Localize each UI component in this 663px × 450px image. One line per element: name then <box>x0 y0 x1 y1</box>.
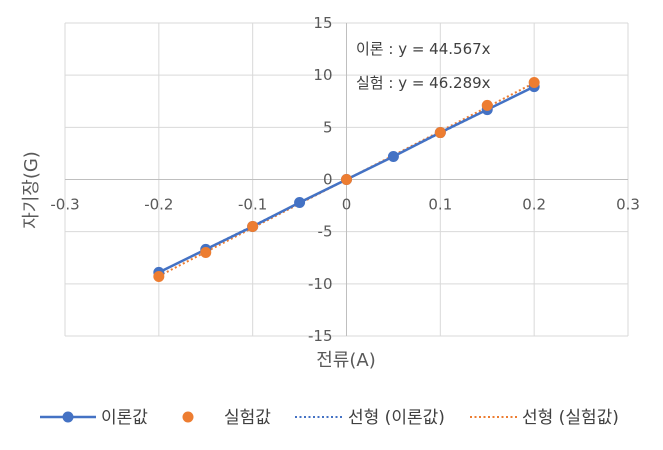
y-tick-label: -5 <box>318 223 333 241</box>
legend-item-theory: 이론값 <box>40 408 148 428</box>
legend: 이론값 실험값 선형 (이론값) 선형 (실험값) <box>40 408 619 428</box>
equation-experiment: 실험 : y = 46.289x <box>356 74 491 92</box>
x-axis-title: 전류(A) <box>316 350 375 371</box>
legend-label-theory: 이론값 <box>101 408 148 428</box>
y-tick-label: -10 <box>308 275 333 293</box>
y-axis-title: 자기장(G) <box>21 151 42 229</box>
legend-label-trend-theory: 선형 (이론값) <box>348 408 445 428</box>
x-tick-label: 0.1 <box>428 196 452 214</box>
equation-annotations: 이론 : y = 44.567x 실험 : y = 46.289x <box>356 40 491 92</box>
legend-item-trend-experiment: 선형 (실험값) <box>470 408 619 428</box>
data-point <box>434 127 446 139</box>
y-tick-label: 15 <box>313 14 332 32</box>
y-tick-label: 5 <box>323 118 333 136</box>
data-point <box>200 247 212 259</box>
x-tick-label: -0.1 <box>238 196 267 214</box>
y-tick-label: 0 <box>323 171 333 189</box>
y-tick-label: -15 <box>308 327 333 345</box>
x-tick-label: 0.2 <box>522 196 546 214</box>
equation-theory: 이론 : y = 44.567x <box>356 40 491 58</box>
x-tick-label: -0.3 <box>50 196 79 214</box>
x-tick-label: 0 <box>342 196 352 214</box>
data-point <box>481 99 493 111</box>
x-tick-label: 0.3 <box>616 196 640 214</box>
data-point <box>341 174 352 185</box>
legend-label-trend-experiment: 선형 (실험값) <box>522 408 619 428</box>
tick-labels: -0.3 -0.2 -0.1 0 0.1 0.2 0.3 15 10 5 0 -5 -10 -15 <box>50 14 640 345</box>
data-point <box>294 196 306 208</box>
trendline-experiment <box>158 82 535 277</box>
x-tick-label: -0.2 <box>144 196 173 214</box>
legend-marker-experiment <box>182 411 194 423</box>
y-tick-label: 10 <box>313 66 332 84</box>
data-point <box>387 151 399 163</box>
legend-item-experiment: 실험값 <box>182 408 271 428</box>
data-point <box>528 76 540 88</box>
legend-item-trend-theory: 선형 (이론값) <box>295 408 445 428</box>
legend-label-experiment: 실험값 <box>224 408 271 428</box>
trendlines <box>158 82 535 277</box>
legend-marker-theory <box>62 411 74 423</box>
data-point <box>153 271 165 283</box>
data-series <box>153 76 540 283</box>
series-experiment <box>153 76 540 283</box>
data-point <box>247 220 259 232</box>
